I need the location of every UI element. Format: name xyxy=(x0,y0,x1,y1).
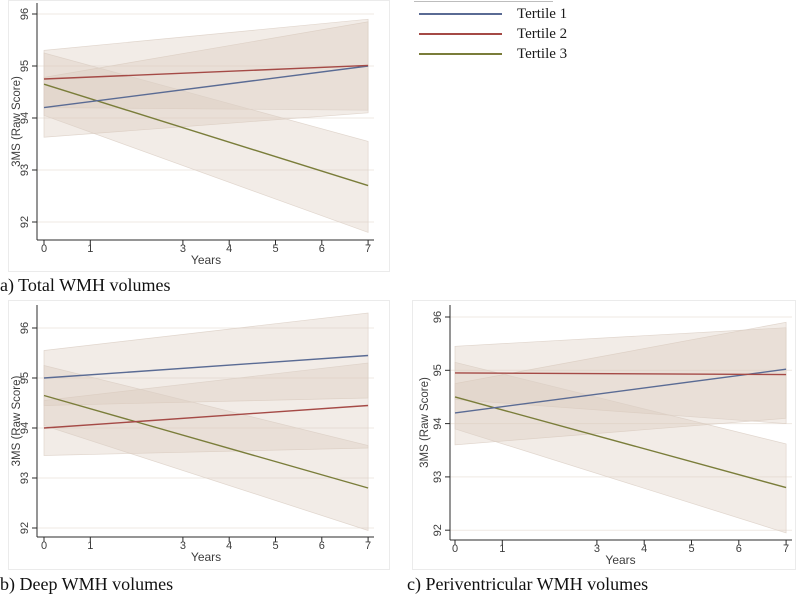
panel-border xyxy=(412,300,796,570)
y-tick-label: 94 xyxy=(19,422,31,434)
x-tick-label: 7 xyxy=(365,540,371,552)
x-axis-label: Years xyxy=(191,550,221,564)
x-tick-label: 6 xyxy=(736,543,742,555)
y-axis-label: 3MS (Raw Score) xyxy=(419,377,431,468)
chart-panel-deep-wmh: 92 93 94 95 96 0 1 3 4 5 6 7 Years 3MS (Raw Score) xyxy=(8,300,390,570)
trend-line-tertile-2 xyxy=(43,404,369,429)
x-tick-label: 1 xyxy=(87,540,93,552)
x-axis-label: Years xyxy=(605,553,635,567)
legend-border-top xyxy=(414,1,553,2)
x-tick-label: 7 xyxy=(783,543,789,555)
x-tick-label: 5 xyxy=(272,243,278,255)
x-tick-label: 0 xyxy=(41,540,47,552)
y-axis-label: 3MS (Raw Score) xyxy=(11,375,23,466)
y-tick-label: 96 xyxy=(432,311,444,323)
y-tick-label: 92 xyxy=(19,522,31,534)
ci-band-tertile-3 xyxy=(454,361,787,534)
y-tick-label: 92 xyxy=(19,216,31,228)
chart-panel-total-wmh: 92 93 94 95 96 0 1 3 4 5 6 7 Years 3MS (Raw Score) xyxy=(8,0,390,272)
legend-item-tertile-2: Tertile 2 xyxy=(413,24,567,44)
x-tick-label: 5 xyxy=(272,540,278,552)
x-tick-label: 5 xyxy=(688,543,694,555)
y-tick-label: 95 xyxy=(19,372,31,384)
x-tick-label: 3 xyxy=(180,243,186,255)
x-tick-label: 1 xyxy=(87,243,93,255)
trend-line-tertile-1 xyxy=(43,65,369,109)
legend-label: Tertile 1 xyxy=(517,5,568,22)
panel-border xyxy=(8,0,390,272)
tertile-2-line-swatch xyxy=(419,33,502,35)
ci-band-tertile-3 xyxy=(43,365,369,531)
trend-line-tertile-1 xyxy=(454,368,787,414)
caption-panel-b: b) Deep WMH volumes xyxy=(0,574,174,594)
x-tick-label: 0 xyxy=(41,243,47,255)
x-tick-label: 3 xyxy=(180,540,186,552)
trend-line-tertile-3 xyxy=(454,396,787,489)
y-tick-label: 95 xyxy=(19,60,31,72)
y-axis-label: 3MS (Raw Score) xyxy=(11,76,23,167)
y-tick-label: 95 xyxy=(432,364,444,376)
y-tick-label: 92 xyxy=(432,524,444,536)
legend-label: Tertile 3 xyxy=(517,45,568,62)
trend-line-tertile-1 xyxy=(43,354,369,379)
x-tick-label: 3 xyxy=(594,543,600,555)
x-tick-label: 4 xyxy=(226,243,232,255)
y-tick-label: 96 xyxy=(19,8,31,20)
panel-border xyxy=(8,300,390,570)
legend-item-tertile-1: Tertile 1 xyxy=(413,4,567,24)
x-tick-label: 6 xyxy=(319,243,325,255)
legend-label: Tertile 2 xyxy=(517,25,568,42)
caption-panel-a: a) Total WMH volumes xyxy=(0,275,171,295)
tertile-3-line-swatch xyxy=(419,53,502,55)
y-tick-label: 93 xyxy=(432,471,444,483)
y-tick-label: 96 xyxy=(19,322,31,334)
trend-line-tertile-3 xyxy=(43,394,369,489)
trend-line-tertile-2 xyxy=(454,372,787,376)
caption-panel-c: c) Periventricular WMH volumes xyxy=(407,574,649,594)
y-tick-label: 93 xyxy=(19,472,31,484)
x-tick-label: 1 xyxy=(499,543,505,555)
chart-panel-periventricular-wmh: 92 93 94 95 96 0 1 3 4 5 6 7 Years 3MS (Raw Score) xyxy=(412,300,796,570)
trend-line-tertile-2 xyxy=(43,64,369,80)
x-axis-label: Years xyxy=(191,253,221,267)
x-tick-label: 7 xyxy=(365,243,371,255)
x-tick-label: 6 xyxy=(319,540,325,552)
x-tick-label: 4 xyxy=(641,543,647,555)
x-tick-label: 0 xyxy=(452,543,458,555)
tertile-1-line-swatch xyxy=(419,13,502,15)
x-tick-label: 4 xyxy=(226,540,232,552)
legend-item-tertile-3: Tertile 3 xyxy=(413,44,567,64)
y-tick-label: 94 xyxy=(19,112,31,124)
y-tick-label: 94 xyxy=(432,417,444,429)
y-tick-label: 93 xyxy=(19,164,31,176)
